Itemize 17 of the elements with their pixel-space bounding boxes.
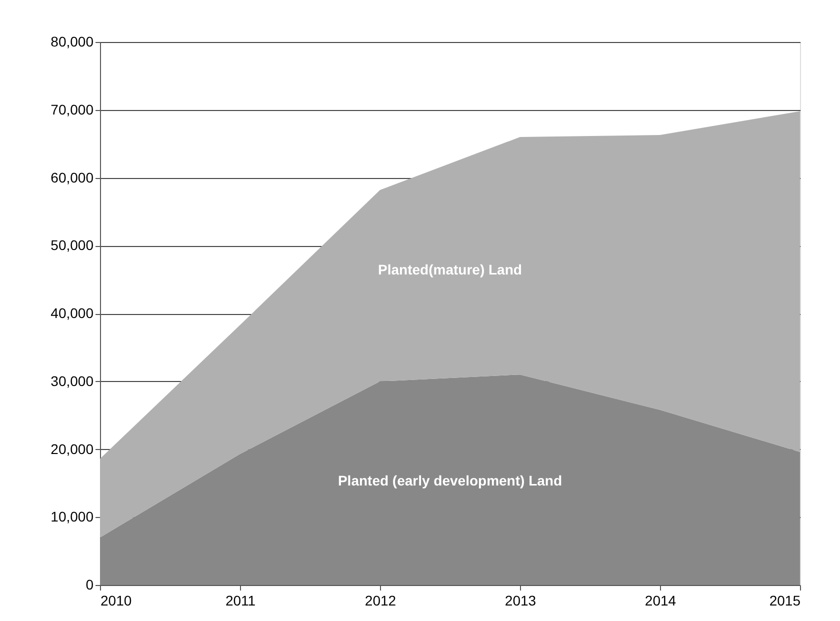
- y-tick-label: 20,000: [50, 440, 94, 457]
- y-tick-label: 60,000: [50, 169, 94, 186]
- y-tick-label: 70,000: [50, 101, 94, 118]
- y-tick-label: 10,000: [50, 508, 94, 525]
- x-tick-label: 2011: [225, 592, 256, 608]
- y-tick-label: 30,000: [50, 372, 94, 389]
- x-tick-label: 2015: [769, 592, 801, 608]
- x-tick-label: 2012: [364, 592, 396, 608]
- y-tick-label: 40,000: [50, 305, 94, 321]
- y-tick-label: 0: [86, 576, 94, 592]
- x-tick-label: 2010: [100, 592, 132, 608]
- y-tick-label: 50,000: [50, 237, 94, 254]
- series-label: Planted (early development) Land: [338, 472, 562, 488]
- x-tick-label: 2014: [644, 592, 676, 608]
- x-tick-label: 2013: [504, 592, 536, 608]
- series-label: Planted(mature) Land: [378, 262, 522, 278]
- y-tick-label: 80,000: [50, 34, 94, 50]
